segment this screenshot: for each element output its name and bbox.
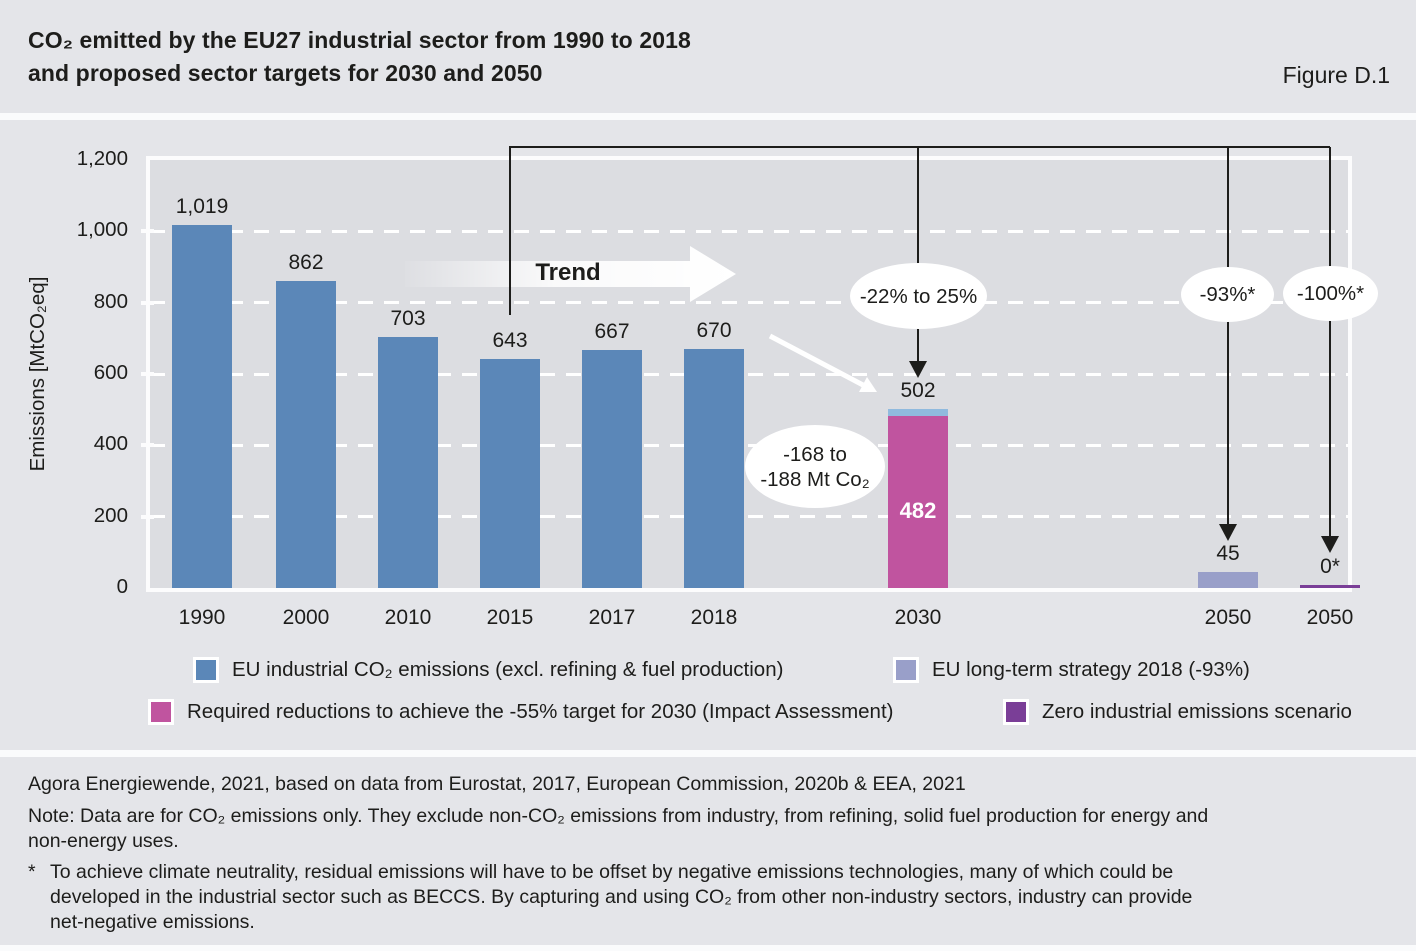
legend-swatch-blue — [193, 657, 219, 683]
bubble-text: -100%* — [1296, 282, 1365, 305]
figure-number: Figure D.1 — [1282, 62, 1390, 88]
legend-item-lts-2018: EU long-term strategy 2018 (-93%) — [893, 655, 1250, 685]
header-separator — [0, 113, 1416, 120]
bar-2030-required_reductions: 482 — [888, 416, 948, 588]
y-tick-label: 1,000 — [76, 218, 128, 242]
bar-2015-eu_industrial — [480, 358, 540, 588]
bubble-reduction-range: -168 to -188 Mt Co₂ — [745, 425, 885, 508]
bar-value-label: 703 — [390, 307, 426, 331]
bottom-strip — [0, 945, 1416, 951]
footnote-line-1: To achieve climate neutrality, residual … — [50, 861, 1174, 883]
legend-item-zero-scenario: Zero industrial emissions scenario — [1003, 697, 1352, 727]
bar-value-label: 862 — [288, 250, 324, 274]
trend-label: Trend — [535, 259, 601, 286]
y-tick-label: 0 — [116, 575, 128, 598]
legend-item-eu-industrial: EU industrial CO₂ emissions (excl. refin… — [193, 655, 783, 685]
bar-2000-eu_industrial — [276, 280, 336, 588]
y-tick-label: 800 — [93, 289, 128, 313]
bar-2017-eu_industrial — [582, 350, 642, 588]
y-tick-mark — [141, 300, 154, 305]
x-axis-label-1990-0: 1990 — [178, 606, 226, 629]
bar-2018-eu_industrial — [684, 349, 744, 588]
x-axis-label-2050-7: 2050 — [1204, 606, 1252, 629]
bar-2030-remainder_2030 — [888, 408, 948, 417]
footnote-line-3: net-negative emissions. — [50, 911, 255, 933]
bubble-text: -168 to — [783, 442, 847, 466]
chart-title-line1: CO₂ emitted by the EU27 industrial secto… — [28, 27, 691, 53]
footnote-marker: * — [28, 861, 36, 883]
note-line-2: non-energy uses. — [28, 830, 179, 852]
legend-swatch-pink — [148, 699, 174, 725]
legend-item-required-reductions: Required reductions to achieve the -55% … — [148, 697, 893, 727]
bubble-text: -93%* — [1199, 283, 1256, 306]
legend-label: Required reductions to achieve the -55% … — [187, 700, 894, 723]
gridline — [150, 229, 1348, 233]
x-axis-label-2050-8: 2050 — [1306, 606, 1354, 629]
bar-value-label: 45 — [1216, 541, 1240, 565]
plot-area: 482 — [146, 156, 1360, 592]
y-tick-label: 600 — [93, 361, 128, 384]
bar-value-label: 1,019 — [175, 194, 229, 218]
y-tick-label: 200 — [93, 503, 128, 527]
bar-2010-eu_industrial — [378, 337, 438, 588]
y-tick-mark — [141, 229, 154, 234]
bar-value-label: 502 — [900, 378, 936, 402]
bar-2050-lts_2018 — [1198, 571, 1258, 588]
source-line: Agora Energiewende, 2021, based on data … — [28, 773, 966, 795]
y-tick-mark — [141, 372, 154, 376]
footer-separator — [0, 750, 1416, 757]
legend-label: EU industrial CO₂ emissions (excl. refin… — [232, 658, 784, 681]
x-axis-label-2015-3: 2015 — [486, 606, 534, 629]
bubble-target-2030: -22% to 25% — [850, 263, 987, 329]
legend-label: Zero industrial emissions scenario — [1042, 700, 1352, 723]
y-tick-mark — [141, 443, 154, 448]
legend-swatch-purple — [1003, 699, 1029, 725]
footnote-line-2: developed in the industrial sector such … — [50, 886, 1193, 908]
bubble-text: -22% to 25% — [859, 284, 978, 308]
bar-inner-value: 482 — [899, 497, 937, 523]
chart-title-line2: and proposed sector targets for 2030 and… — [28, 60, 543, 86]
x-axis-label-2010-2: 2010 — [384, 606, 432, 629]
bubble-text: -188 Mt Co₂ — [760, 467, 870, 491]
bar-value-label: 670 — [696, 319, 732, 343]
x-axis-label-2000-1: 2000 — [282, 606, 330, 629]
y-tick-label: 400 — [93, 432, 128, 456]
y-tick-mark — [141, 514, 154, 519]
x-axis-label-2018-5: 2018 — [690, 606, 738, 629]
bar-2050-zero_scenario — [1300, 585, 1360, 588]
legend-label: EU long-term strategy 2018 (-93%) — [932, 658, 1250, 681]
bubble-target-2050a: -93%* — [1181, 267, 1274, 322]
legend-swatch-lavender — [893, 657, 919, 683]
bubble-target-2050b: -100%* — [1283, 266, 1378, 321]
x-axis-label-2030-6: 2030 — [894, 606, 942, 629]
y-tick-label: 1,200 — [76, 147, 128, 170]
bar-1990-eu_industrial — [172, 224, 232, 588]
x-axis-label-2017-4: 2017 — [588, 606, 636, 629]
bar-value-label: 0* — [1320, 555, 1340, 578]
note-line-1: Note: Data are for CO₂ emissions only. T… — [28, 805, 1209, 827]
